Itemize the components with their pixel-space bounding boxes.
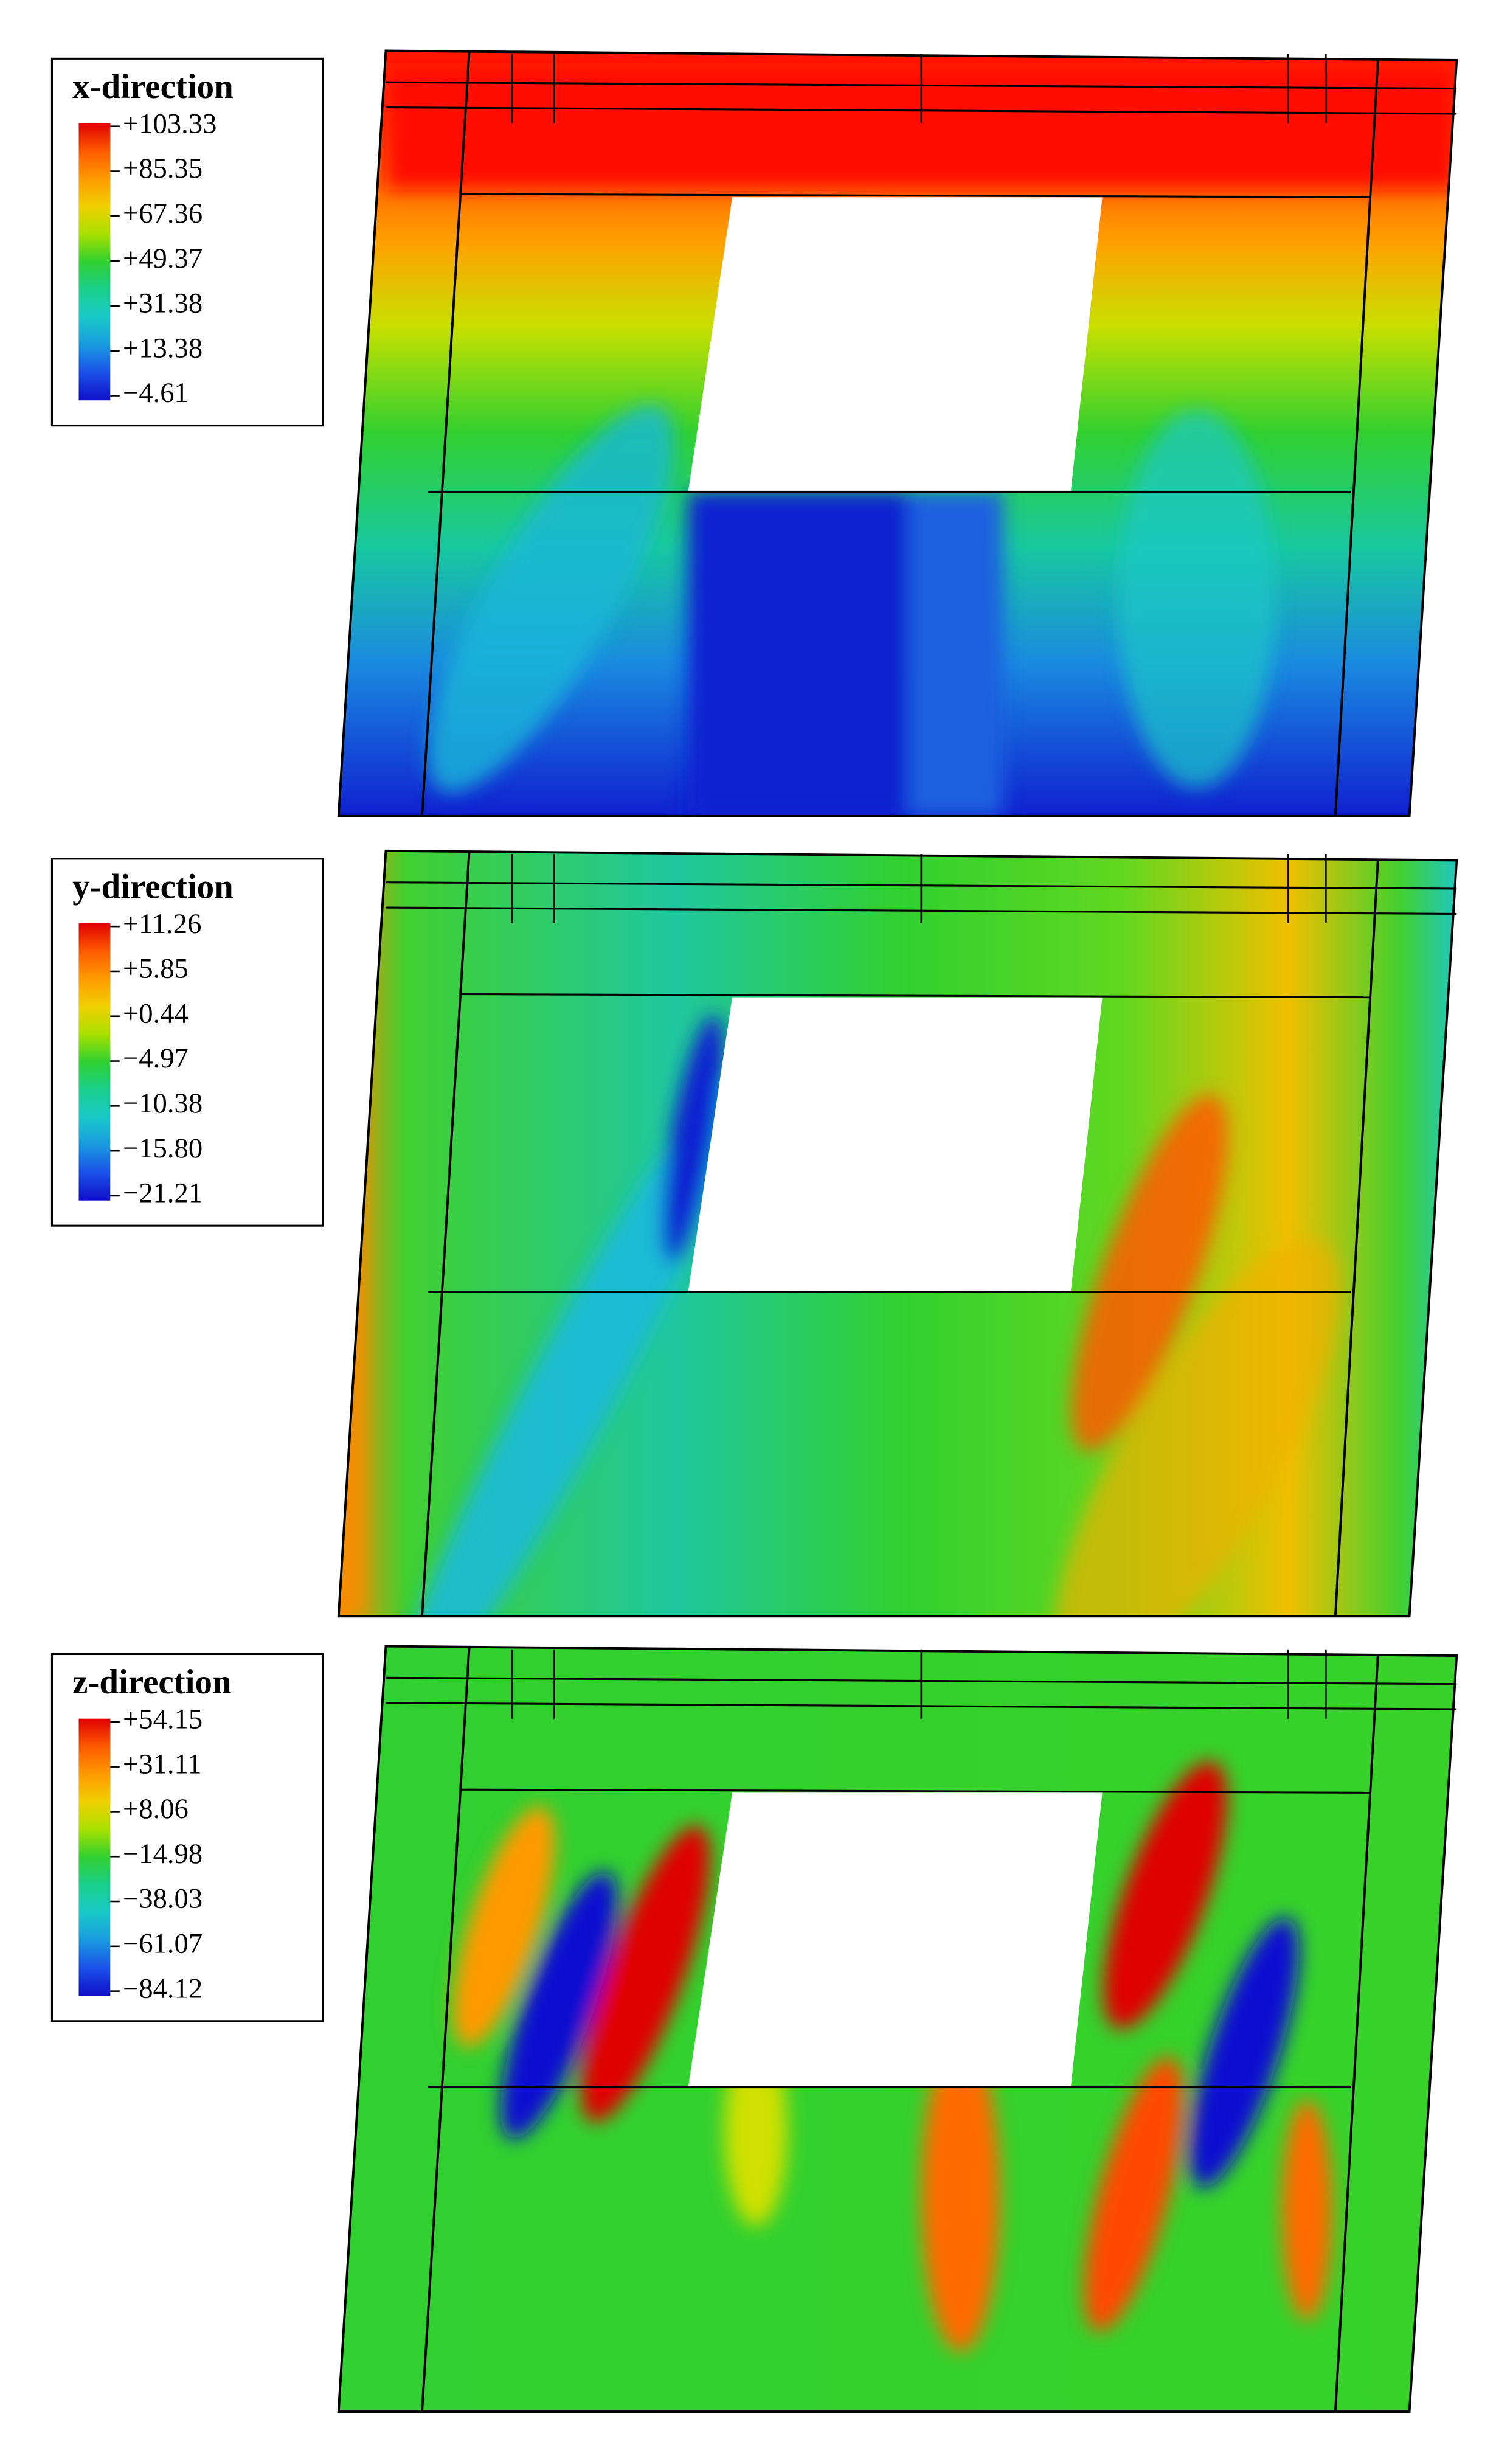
contour-band xyxy=(1103,1761,1227,2029)
beam-line xyxy=(460,1788,1370,1794)
beam-line xyxy=(460,193,1370,198)
contour-band xyxy=(1071,1094,1228,1452)
legend-label: −15.80 xyxy=(123,1133,203,1164)
legend-label: −10.38 xyxy=(123,1088,203,1119)
legend-label: −14.98 xyxy=(123,1838,203,1870)
contour-band xyxy=(1118,409,1276,788)
contour-band xyxy=(688,491,909,816)
legend-label: −4.61 xyxy=(123,377,189,409)
legend-colorbar xyxy=(78,923,111,1201)
contour-panel: z-direction+54.15 +31.11 +8.06 −14.98 −38.03… xyxy=(50,1645,1458,2413)
opening xyxy=(688,1792,1103,2087)
column-edge xyxy=(421,850,471,1617)
legend-label: +49.37 xyxy=(123,243,203,274)
contour-band xyxy=(1084,2057,1184,2332)
contour-band xyxy=(392,1078,742,1617)
legend-label: −61.07 xyxy=(123,1928,203,1960)
contour-bands xyxy=(386,63,1457,816)
contour-band xyxy=(1189,1917,1299,2188)
legend-label: +85.35 xyxy=(123,153,203,184)
contour-band xyxy=(921,2036,1000,2352)
legend-label: +0.44 xyxy=(123,998,189,1029)
column-edge xyxy=(421,50,471,816)
contour-band xyxy=(909,491,1003,816)
legend-label: +11.26 xyxy=(123,908,201,940)
contour-band xyxy=(452,1806,555,2047)
contour-panel: y-direction+11.26 +5.85 +0.44 −4.97 −10.38 −1… xyxy=(50,849,1458,1618)
contour-bands xyxy=(452,1761,1332,2352)
contour-band xyxy=(428,405,674,793)
column-edge xyxy=(1334,60,1379,816)
legend-label: +103.33 xyxy=(123,108,216,139)
legend-label: +31.38 xyxy=(123,288,203,319)
wall-outline xyxy=(337,1645,1458,2413)
legend-title: x-direction xyxy=(72,68,234,106)
legend-label: −21.21 xyxy=(123,1178,203,1209)
contour-band xyxy=(581,1825,710,2123)
column-edge xyxy=(1334,860,1379,1617)
legend-label: +13.38 xyxy=(123,332,203,364)
legend-label: −4.97 xyxy=(123,1043,189,1074)
contour-band xyxy=(1281,2100,1332,2320)
wall-outline xyxy=(337,49,1458,817)
legend-colorbar xyxy=(78,1718,111,1996)
opening xyxy=(688,197,1103,492)
legend-label: −84.12 xyxy=(123,1973,203,2004)
legend-label: +67.36 xyxy=(123,198,203,229)
opening xyxy=(688,997,1103,1292)
legend-label: +54.15 xyxy=(123,1704,203,1735)
legend-title: y-direction xyxy=(72,868,234,906)
legend-label: +5.85 xyxy=(123,953,189,985)
legend-label: +8.06 xyxy=(123,1793,189,1825)
legend-label: −38.03 xyxy=(123,1883,203,1915)
contour-field xyxy=(338,850,1457,1617)
legend-label: +31.11 xyxy=(123,1748,201,1780)
contour-panel: x-direction+103.33 +85.35 +67.36 +49.37 +31.… xyxy=(50,49,1458,817)
contour-band xyxy=(1053,1240,1340,1617)
contour-band xyxy=(500,1872,618,2139)
legend-colorbar xyxy=(78,123,111,401)
beam-line xyxy=(460,993,1370,999)
legend-title: z-direction xyxy=(72,1663,232,1701)
column-edge xyxy=(1334,1655,1379,2412)
wall-outline xyxy=(337,849,1458,1618)
column-edge xyxy=(421,1646,471,2412)
contour-band xyxy=(662,1015,724,1263)
